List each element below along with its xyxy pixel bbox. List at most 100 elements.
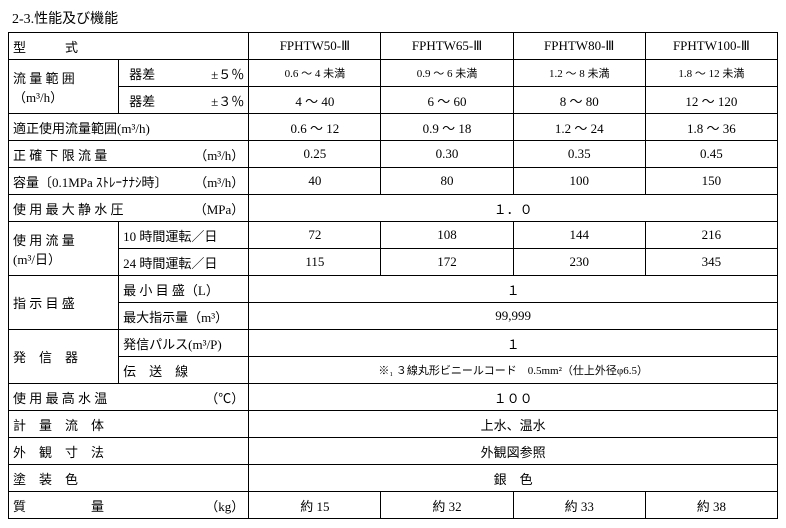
cell: 345 [645,249,777,276]
transmitter-label: 発 信 器 [9,330,119,384]
row-label: 容量〔0.1MPa ｽﾄﾚｰﾅﾅｼ時〕 （m³/h） [9,168,249,195]
row-label: 適正使用流量範囲(m³/h) [9,114,249,141]
model-label: 型 式 [9,33,249,60]
cell: 0.9 ～ 18 [381,114,513,141]
table-row: 計 量 流 体 上水、温水 [9,411,778,438]
sub-right: ±３％ [211,91,244,110]
cell: 150 [645,168,777,195]
unit-text: （kg） [205,496,244,515]
table-row: 適正使用流量範囲(m³/h) 0.6 ～ 12 0.9 ～ 18 1.2 ～ 2… [9,114,778,141]
cell: 0.25 [249,141,381,168]
unit-text: （m³/h） [194,172,244,191]
flow-range-label: 流 量 範 囲 （m³/h） [9,60,119,114]
cell: 0.35 [513,141,645,168]
cell: 0.6 ～ 12 [249,114,381,141]
cell: 144 [513,222,645,249]
row-label: 使 用 最 高 水 温 （℃） [9,384,249,411]
model-col: FPHTW100-Ⅲ [645,33,777,60]
cell: 216 [645,222,777,249]
cell-span: ※₁ ３線丸形ビニールコード 0.5mm²（仕上外径φ6.5） [249,357,778,384]
scale-label: 指 示 目 盛 [9,276,119,330]
usage-l2: (m³/日） [13,252,61,267]
table-row: 外 観 寸 法 外観図参照 [9,438,778,465]
sub-right: ±５％ [211,64,244,83]
table-row: 容量〔0.1MPa ｽﾄﾚｰﾅﾅｼ時〕 （m³/h） 40 80 100 150 [9,168,778,195]
row-sub: 10 時間運転／日 [119,222,249,249]
usage-l1: 使 用 流 量 [13,233,75,248]
table-row: 発 信 器 発信パルス(m³/P) １ [9,330,778,357]
label-text: 正 確 下 限 流 量 [13,148,107,163]
cell: 8 ～ 80 [513,87,645,114]
row-sub: 最大指示量（m³） [119,303,249,330]
cell-span: 99,999 [249,303,778,330]
usage-flow-label: 使 用 流 量 (m³/日） [9,222,119,276]
cell: 80 [381,168,513,195]
row-label: 質 量 （kg） [9,492,249,519]
table-row: 型 式 FPHTW50-Ⅲ FPHTW65-Ⅲ FPHTW80-Ⅲ FPHTW1… [9,33,778,60]
table-row: 使 用 流 量 (m³/日） 10 時間運転／日 72 108 144 216 [9,222,778,249]
table-row: 24 時間運転／日 115 172 230 345 [9,249,778,276]
cell: 1.2 ～ 24 [513,114,645,141]
cell-span: １００ [249,384,778,411]
cell: 約 15 [249,492,381,519]
cell: 108 [381,222,513,249]
table-row: 伝 送 線 ※₁ ３線丸形ビニールコード 0.5mm²（仕上外径φ6.5） [9,357,778,384]
section-title: 2-3.性能及び機能 [12,8,778,28]
cell: 1.8 ～ 36 [645,114,777,141]
cell: 4 ～ 40 [249,87,381,114]
spec-table: 型 式 FPHTW50-Ⅲ FPHTW65-Ⅲ FPHTW80-Ⅲ FPHTW1… [8,32,778,519]
cell: 40 [249,168,381,195]
cell: 6 ～ 60 [381,87,513,114]
row-sub: 器差 ±５％ [119,60,249,87]
unit-text: （℃） [205,388,244,407]
label-text: 質 量 [13,499,104,514]
table-row: 器差 ±３％ 4 ～ 40 6 ～ 60 8 ～ 80 12 ～ 120 [9,87,778,114]
sub-left: 器差 [123,67,155,82]
row-label: 計 量 流 体 [9,411,249,438]
cell: 0.9 ～ 6 未満 [381,60,513,87]
table-row: 使 用 最 大 静 水 圧 （MPa） １．０ [9,195,778,222]
row-label: 正 確 下 限 流 量 （m³/h） [9,141,249,168]
row-label: 使 用 最 大 静 水 圧 （MPa） [9,195,249,222]
cell-span: 上水、温水 [249,411,778,438]
unit-text: （MPa） [194,199,245,218]
table-row: 質 量 （kg） 約 15 約 32 約 33 約 38 [9,492,778,519]
flow-range-l1: 流 量 範 囲 [13,71,75,86]
cell: 約 32 [381,492,513,519]
cell-span: 外観図参照 [249,438,778,465]
row-sub: 伝 送 線 [119,357,249,384]
cell: 12 ～ 120 [645,87,777,114]
cell: 約 38 [645,492,777,519]
table-row: 使 用 最 高 水 温 （℃） １００ [9,384,778,411]
model-col: FPHTW50-Ⅲ [249,33,381,60]
cell: 0.30 [381,141,513,168]
row-sub: 発信パルス(m³/P) [119,330,249,357]
row-sub: 最 小 目 盛（L） [119,276,249,303]
label-text: 容量〔0.1MPa ｽﾄﾚｰﾅﾅｼ時〕 [13,175,168,190]
cell: 100 [513,168,645,195]
row-label: 塗 装 色 [9,465,249,492]
unit-text: （m³/h） [194,145,244,164]
table-row: 正 確 下 限 流 量 （m³/h） 0.25 0.30 0.35 0.45 [9,141,778,168]
label-text: 使 用 最 高 水 温 [13,391,107,406]
cell-span: １ [249,276,778,303]
table-row: 流 量 範 囲 （m³/h） 器差 ±５％ 0.6 ～ 4 未満 0.9 ～ 6… [9,60,778,87]
sub-left: 器差 [123,94,155,109]
table-row: 指 示 目 盛 最 小 目 盛（L） １ [9,276,778,303]
cell: 約 33 [513,492,645,519]
row-label: 外 観 寸 法 [9,438,249,465]
model-col: FPHTW80-Ⅲ [513,33,645,60]
row-sub: 器差 ±３％ [119,87,249,114]
cell: 1.2 ～ 8 未満 [513,60,645,87]
row-sub: 24 時間運転／日 [119,249,249,276]
cell: 0.45 [645,141,777,168]
cell-span: １ [249,330,778,357]
table-row: 最大指示量（m³） 99,999 [9,303,778,330]
cell-span: １．０ [249,195,778,222]
cell: 0.6 ～ 4 未満 [249,60,381,87]
cell-span: 銀 色 [249,465,778,492]
cell: 115 [249,249,381,276]
cell: 172 [381,249,513,276]
table-row: 塗 装 色 銀 色 [9,465,778,492]
cell: 230 [513,249,645,276]
